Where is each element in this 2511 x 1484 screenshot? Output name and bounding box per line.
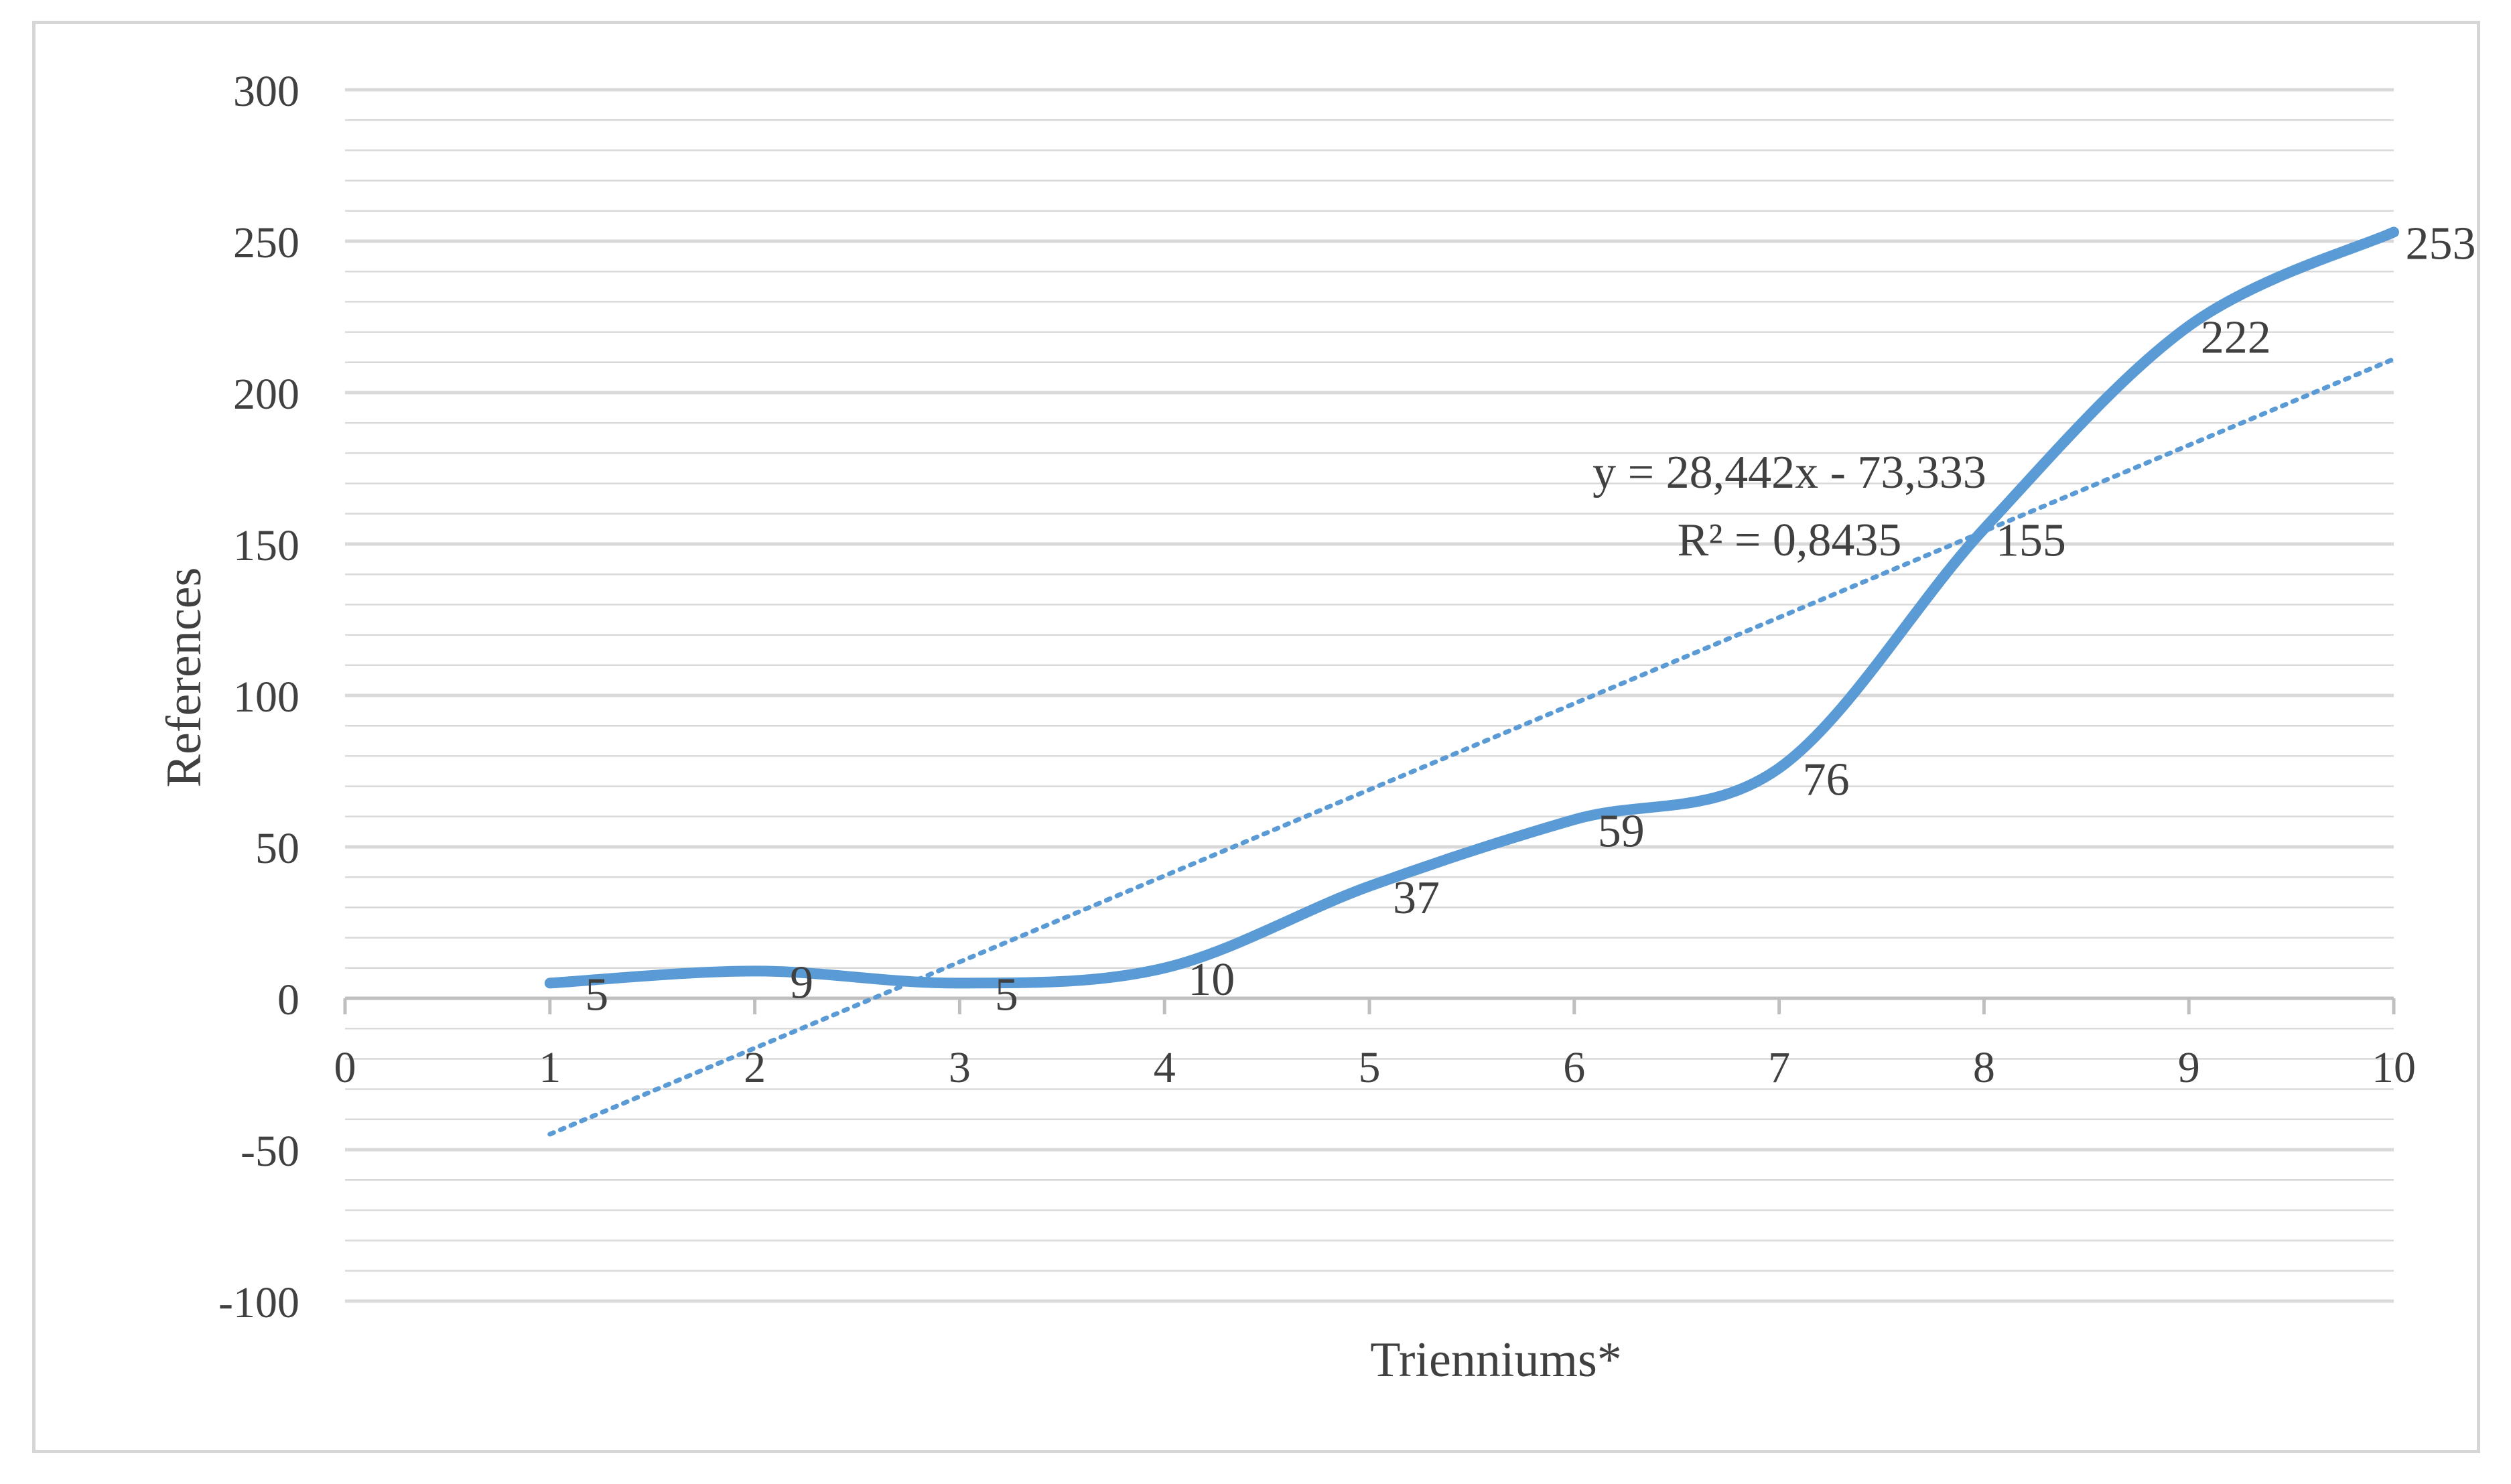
x-tick-label: 2 — [744, 1043, 766, 1092]
trendline-r2: R² = 0,8435 — [1678, 515, 1902, 566]
data-label: 9 — [790, 957, 813, 1008]
y-tick-label: 300 — [233, 67, 299, 116]
data-label: 37 — [1393, 872, 1440, 924]
x-tick-label: 6 — [1563, 1043, 1585, 1092]
x-axis-title: Trienniums* — [1370, 1333, 1622, 1388]
x-tick-label: 9 — [2178, 1043, 2200, 1092]
data-label: 59 — [1598, 805, 1645, 857]
chart-frame: 300 250 200 150 100 50 0 -50 -100 0 1 2 3 4 5 6 7 8 9 10 5… — [32, 21, 2480, 1453]
data-label: 253 — [2406, 218, 2476, 269]
data-label: 5 — [585, 969, 608, 1020]
data-label: 222 — [2201, 312, 2271, 364]
trendline-equation: y = 28,442x - 73,333 — [1592, 447, 1986, 498]
data-label: 76 — [1803, 754, 1850, 805]
y-tick-label: -50 — [241, 1127, 299, 1176]
series-line-path — [544, 226, 2399, 989]
x-tick-label: 3 — [949, 1043, 971, 1092]
data-label: 155 — [1996, 515, 2066, 566]
x-tick-label: 7 — [1768, 1043, 1790, 1092]
x-axis — [343, 996, 2396, 1014]
data-label: 10 — [1188, 954, 1235, 1006]
x-tick-label: 5 — [1359, 1043, 1381, 1092]
data-label: 5 — [995, 969, 1018, 1020]
y-tick-label: 50 — [255, 824, 299, 873]
y-axis-title: References — [157, 567, 212, 788]
y-tick-label: 200 — [233, 370, 299, 419]
trendline-path — [547, 356, 2396, 1137]
series-line — [544, 226, 2399, 989]
x-tick-label: 1 — [539, 1043, 561, 1092]
trendline — [547, 356, 2396, 1137]
x-axis-tick-labels: 0 1 2 3 4 5 6 7 8 9 10 — [334, 1043, 2417, 1092]
x-tick-label: 4 — [1154, 1043, 1176, 1092]
y-tick-label: 150 — [233, 521, 299, 570]
y-tick-label: 250 — [233, 218, 299, 267]
y-tick-label: -100 — [218, 1278, 299, 1327]
y-tick-label: 0 — [277, 975, 299, 1024]
y-axis-tick-labels: 300 250 200 150 100 50 0 -50 -100 — [218, 67, 299, 1327]
x-tick-label: 0 — [334, 1043, 356, 1092]
y-tick-label: 100 — [233, 673, 299, 722]
x-tick-label: 8 — [1973, 1043, 1995, 1092]
x-tick-label: 10 — [2372, 1043, 2416, 1092]
gridlines — [345, 88, 2394, 1303]
line-chart: 300 250 200 150 100 50 0 -50 -100 0 1 2 3 4 5 6 7 8 9 10 5… — [157, 67, 2476, 1388]
